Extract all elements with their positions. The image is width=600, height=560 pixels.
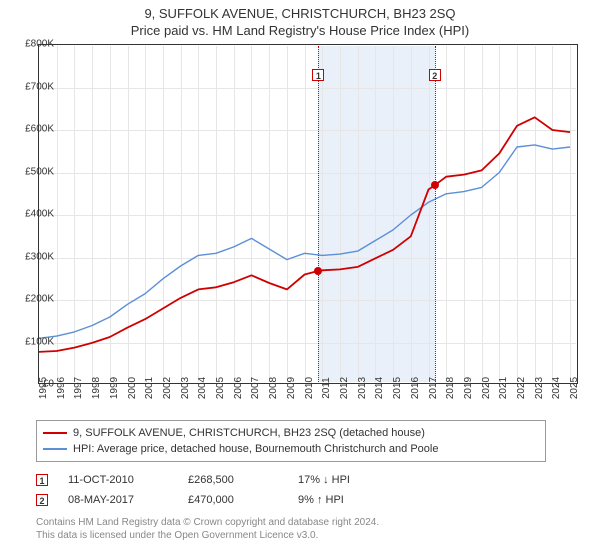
sale-delta: 17% ↓ HPI (298, 470, 350, 490)
x-axis-label: 1998 (91, 377, 102, 399)
sale-marker-line (318, 46, 319, 384)
title-block: 9, SUFFOLK AVENUE, CHRISTCHURCH, BH23 2S… (0, 0, 600, 40)
y-axis-label: £400K (25, 209, 54, 220)
x-axis-label: 2008 (268, 377, 279, 399)
x-axis-label: 2024 (551, 377, 562, 399)
legend-swatch-hpi (43, 448, 67, 450)
y-axis-label: £100K (25, 336, 54, 347)
x-axis-label: 1996 (56, 377, 67, 399)
sale-marker-dot (431, 181, 439, 189)
sale-date: 08-MAY-2017 (68, 490, 168, 510)
x-axis-label: 2001 (144, 377, 155, 399)
x-axis-label: 2020 (481, 377, 492, 399)
x-axis-label: 2003 (180, 377, 191, 399)
footer: Contains HM Land Registry data © Crown c… (36, 516, 600, 542)
y-axis-label: £800K (25, 39, 54, 50)
chart-lines (39, 45, 579, 385)
x-axis-label: 1995 (38, 377, 49, 399)
y-axis-label: £300K (25, 251, 54, 262)
legend-label-hpi: HPI: Average price, detached house, Bour… (73, 441, 438, 457)
y-axis-label: £200K (25, 294, 54, 305)
x-axis-label: 1999 (109, 377, 120, 399)
sale-price: £470,000 (188, 490, 278, 510)
x-axis-label: 2023 (534, 377, 545, 399)
sale-row: 2 08-MAY-2017 £470,000 9% ↑ HPI (36, 490, 600, 510)
legend-row-property: 9, SUFFOLK AVENUE, CHRISTCHURCH, BH23 2S… (43, 425, 539, 441)
sale-delta: 9% ↑ HPI (298, 490, 344, 510)
x-axis-label: 2007 (250, 377, 261, 399)
title-address: 9, SUFFOLK AVENUE, CHRISTCHURCH, BH23 2S… (0, 6, 600, 21)
sales-table: 1 11-OCT-2010 £268,500 17% ↓ HPI 2 08-MAY-201… (36, 470, 600, 510)
x-axis-label: 2009 (286, 377, 297, 399)
sale-date: 11-OCT-2010 (68, 470, 168, 490)
sale-marker-box: 1 (312, 69, 324, 81)
legend-row-hpi: HPI: Average price, detached house, Bour… (43, 441, 539, 457)
x-axis-label: 2019 (463, 377, 474, 399)
x-axis-label: 2016 (410, 377, 421, 399)
legend: 9, SUFFOLK AVENUE, CHRISTCHURCH, BH23 2S… (36, 420, 546, 462)
x-axis-label: 2004 (197, 377, 208, 399)
sale-row: 1 11-OCT-2010 £268,500 17% ↓ HPI (36, 470, 600, 490)
sale-row-marker: 2 (36, 494, 48, 506)
sale-price: £268,500 (188, 470, 278, 490)
x-axis-label: 2011 (321, 377, 332, 399)
x-axis-label: 2021 (498, 377, 509, 399)
x-axis-label: 2010 (304, 377, 315, 399)
footer-line-2: This data is licensed under the Open Gov… (36, 529, 600, 542)
chart-container: 9, SUFFOLK AVENUE, CHRISTCHURCH, BH23 2S… (0, 0, 600, 560)
sale-marker-line (435, 46, 436, 384)
sale-marker-dot (314, 267, 322, 275)
x-axis-label: 2015 (392, 377, 403, 399)
y-axis-label: £500K (25, 166, 54, 177)
x-axis-label: 2013 (357, 377, 368, 399)
x-axis-label: 2012 (339, 377, 350, 399)
y-axis-label: £600K (25, 124, 54, 135)
x-axis-label: 2002 (162, 377, 173, 399)
x-axis-label: 1997 (73, 377, 84, 399)
x-axis-label: 2000 (127, 377, 138, 399)
x-axis-label: 2014 (374, 377, 385, 399)
sale-marker-box: 2 (429, 69, 441, 81)
x-axis-label: 2025 (569, 377, 580, 399)
plot-area: 12 (38, 44, 578, 384)
x-axis-label: 2005 (215, 377, 226, 399)
x-axis-label: 2018 (445, 377, 456, 399)
chart-area: 12 £0£100K£200K£300K£400K£500K£600K£700K… (38, 44, 598, 414)
sale-row-marker: 1 (36, 474, 48, 486)
legend-swatch-property (43, 432, 67, 434)
y-axis-label: £700K (25, 81, 54, 92)
title-subtitle: Price paid vs. HM Land Registry's House … (0, 23, 600, 38)
legend-label-property: 9, SUFFOLK AVENUE, CHRISTCHURCH, BH23 2S… (73, 425, 425, 441)
x-axis-label: 2006 (233, 377, 244, 399)
x-axis-label: 2017 (428, 377, 439, 399)
footer-line-1: Contains HM Land Registry data © Crown c… (36, 516, 600, 529)
x-axis-label: 2022 (516, 377, 527, 399)
